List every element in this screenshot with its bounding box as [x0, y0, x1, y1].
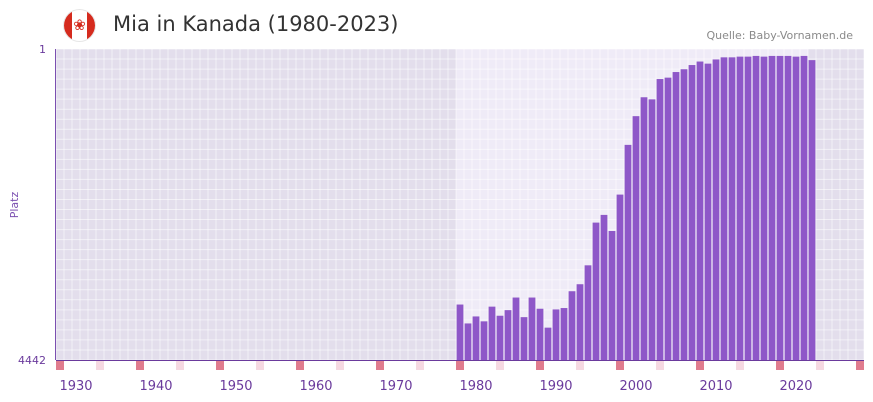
decade-marker: [136, 361, 144, 370]
x-tick-1980: 1980: [459, 379, 492, 394]
decade-markers: [56, 361, 864, 370]
bar-1999: [624, 144, 632, 360]
y-tick-top: 1: [39, 43, 46, 56]
bar-2021: [800, 55, 808, 361]
decade-marker: [376, 361, 384, 370]
bar-2008: [696, 61, 704, 360]
bar-2015: [752, 55, 760, 361]
decade-marker: [56, 361, 64, 370]
bar-2013: [736, 56, 744, 361]
bar-1986: [520, 317, 528, 360]
bar-2000: [632, 116, 640, 360]
bar-2007: [688, 65, 696, 360]
decade-marker: [216, 361, 224, 370]
x-tick-2000: 2000: [619, 379, 652, 394]
half-decade-marker: [656, 361, 664, 370]
bar-2001: [640, 97, 648, 360]
bar-1997: [608, 231, 616, 360]
x-tick-1940: 1940: [139, 379, 172, 394]
half-decade-marker: [736, 361, 744, 370]
bar-2017: [768, 55, 776, 361]
bar-1992: [568, 291, 576, 360]
half-decade-marker: [176, 361, 184, 370]
x-tick-1990: 1990: [539, 379, 572, 394]
plot-background-right: [808, 49, 864, 360]
source-label: Quelle: Baby-Vornamen.de: [706, 29, 853, 42]
half-decade-marker: [816, 361, 824, 370]
bar-1981: [480, 321, 488, 360]
bar-1984: [504, 310, 512, 360]
x-tick-1930: 1930: [59, 379, 92, 394]
bar-1990: [552, 309, 560, 360]
bar-2002: [648, 99, 656, 360]
bar-1995: [592, 222, 600, 360]
x-tick-1970: 1970: [379, 379, 412, 394]
half-decade-marker: [96, 361, 104, 370]
decade-marker: [536, 361, 544, 370]
y-axis-label: Platz: [8, 192, 21, 219]
decade-marker: [696, 361, 704, 370]
bar-1980: [472, 316, 480, 360]
bar-2004: [664, 77, 672, 361]
bar-2009: [704, 63, 712, 361]
bar-2010: [712, 59, 720, 361]
half-decade-marker: [416, 361, 424, 370]
bar-2019: [784, 55, 792, 361]
decade-marker: [296, 361, 304, 370]
bar-series: [456, 55, 816, 361]
bar-2022: [808, 60, 816, 361]
x-tick-1950: 1950: [219, 379, 252, 394]
decade-marker: [856, 361, 864, 370]
bar-1998: [616, 194, 624, 360]
chart-header: ❀ Mia in Kanada (1980-2023) Quelle: Baby…: [0, 0, 873, 48]
bar-2018: [776, 55, 784, 361]
decade-marker: [776, 361, 784, 370]
bar-1996: [600, 214, 608, 360]
bar-1993: [576, 284, 584, 360]
bar-1979: [464, 323, 472, 360]
bar-1988: [536, 308, 544, 360]
bar-2012: [728, 57, 736, 360]
decade-marker: [456, 361, 464, 370]
bar-1991: [560, 308, 568, 360]
bar-2016: [760, 56, 768, 361]
half-decade-marker: [256, 361, 264, 370]
y-tick-bottom: 4442: [18, 354, 46, 367]
half-decade-marker: [336, 361, 344, 370]
bar-2006: [680, 69, 688, 360]
x-tick-labels: 1930 1940 1950 1960 1970 1980 1990 2000 2010 2020: [59, 379, 812, 394]
half-decade-marker: [496, 361, 504, 370]
x-tick-2020: 2020: [779, 379, 812, 394]
decade-marker: [616, 361, 624, 370]
bar-2011: [720, 57, 728, 360]
chart-title: Mia in Kanada (1980-2023): [113, 12, 399, 36]
bar-2014: [744, 56, 752, 361]
bar-1982: [488, 306, 496, 360]
bar-1978: [456, 304, 464, 360]
canada-flag-icon: ❀: [64, 10, 95, 41]
bar-1987: [528, 297, 536, 360]
x-tick-1960: 1960: [299, 379, 332, 394]
bar-2005: [672, 72, 680, 361]
bar-2003: [656, 79, 664, 361]
half-decade-marker: [576, 361, 584, 370]
x-tick-2010: 2010: [699, 379, 732, 394]
bar-1994: [584, 265, 592, 360]
bar-1989: [544, 327, 552, 360]
bar-2020: [792, 56, 800, 361]
bar-1983: [496, 315, 504, 360]
bar-1985: [512, 297, 520, 360]
